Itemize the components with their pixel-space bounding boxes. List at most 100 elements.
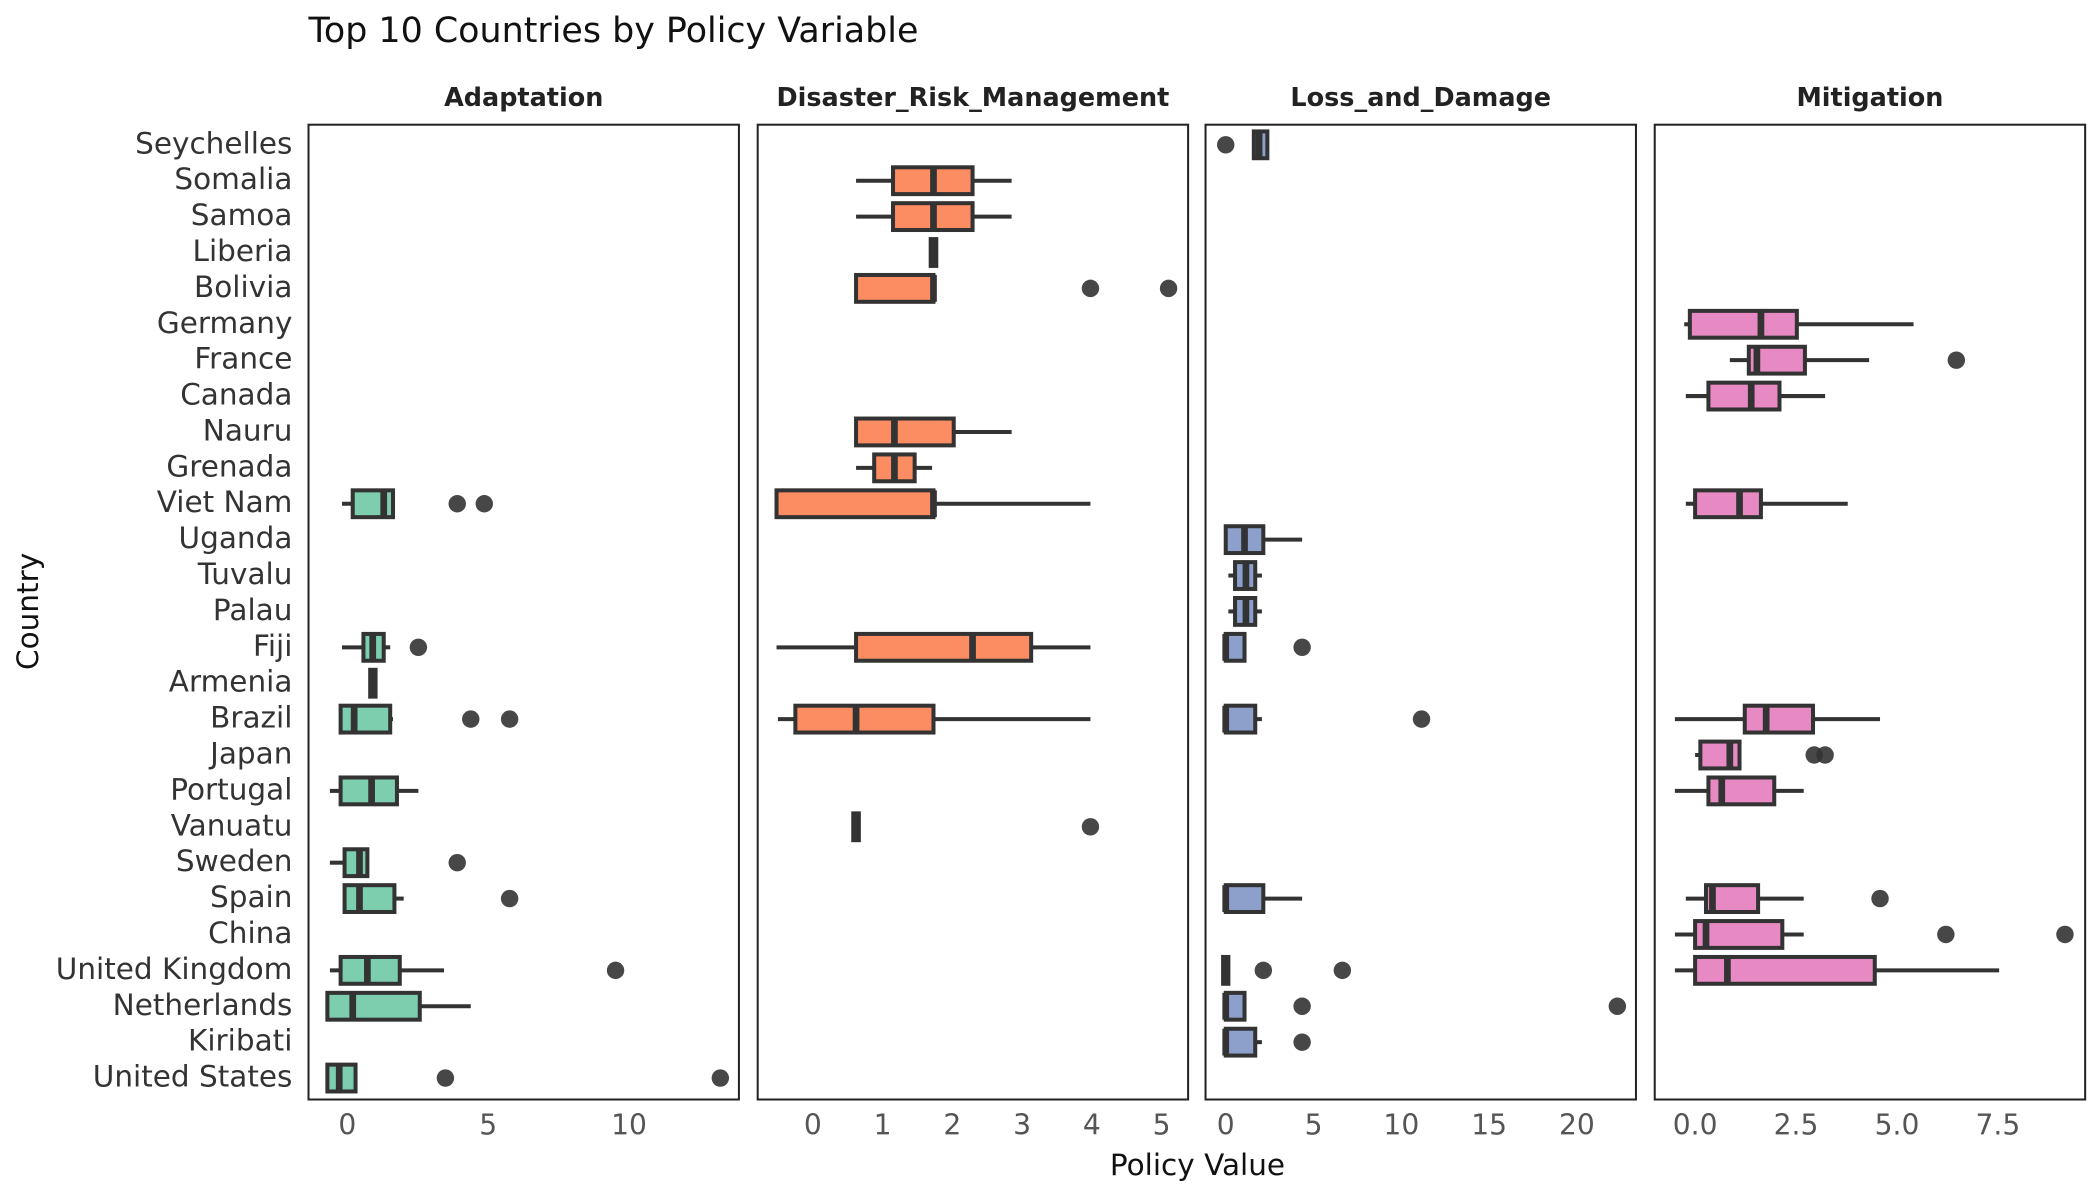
box <box>1742 703 1816 735</box>
x-tick-label: 2.5 <box>1774 1108 1819 1141</box>
y-tick-label: Armenia <box>169 665 293 699</box>
box <box>854 272 936 304</box>
box <box>854 631 1034 663</box>
box <box>325 990 422 1022</box>
outlier <box>1333 961 1352 980</box>
y-tick-label: Grenada <box>166 449 292 483</box>
outlier <box>448 495 466 513</box>
box <box>793 703 936 735</box>
panel-frame <box>307 123 740 1101</box>
outlier <box>409 638 428 657</box>
panel-title: Loss_and_Damage <box>1290 83 1551 113</box>
outlier <box>1217 136 1235 154</box>
panel-title: Mitigation <box>1796 83 1943 113</box>
box <box>1693 488 1763 520</box>
box <box>342 883 397 915</box>
y-tick-label: Portugal <box>170 772 292 806</box>
y-tick-label: Japan <box>208 737 292 771</box>
outlier <box>1608 997 1627 1015</box>
x-tick-label: 7.5 <box>1976 1108 2021 1141</box>
y-tick-label: Liberia <box>193 234 293 268</box>
outlier <box>1293 638 1311 657</box>
outlier <box>436 1069 455 1087</box>
y-tick-label: Spain <box>210 880 292 914</box>
x-tick-label: 4 <box>1083 1108 1101 1141</box>
box <box>774 488 936 520</box>
outlier <box>1871 889 1889 908</box>
panel-frame <box>756 123 1190 1101</box>
outlier <box>1081 818 1100 836</box>
x-tick-label: 0.0 <box>1673 1108 1718 1141</box>
outlier <box>1293 1033 1311 1051</box>
box <box>1693 919 1785 950</box>
outlier <box>2056 925 2074 944</box>
y-tick-label: Samoa <box>191 198 293 232</box>
box <box>1223 703 1258 735</box>
x-tick-label: 10 <box>611 1108 647 1141</box>
x-tick-label: 15 <box>1471 1108 1507 1141</box>
box <box>1687 308 1799 340</box>
x-tick-label: 5.0 <box>1875 1108 1920 1141</box>
y-tick-label: Canada <box>180 378 292 412</box>
x-tick-label: 0 <box>338 1108 356 1141</box>
outlier <box>711 1069 730 1087</box>
box <box>854 416 956 448</box>
y-tick-label: Tuvalu <box>197 557 293 591</box>
y-tick-label: United Kingdom <box>56 952 293 986</box>
y-tick-label: Uganda <box>179 521 293 555</box>
x-tick-label: 5 <box>1305 1108 1323 1141</box>
y-tick-label: Sweden <box>176 844 293 878</box>
box <box>1223 883 1266 915</box>
panel-frame <box>1204 123 1637 1101</box>
y-tick-label: Germany <box>157 306 293 340</box>
x-tick-label: 0 <box>1217 1108 1235 1141</box>
y-tick-label: Nauru <box>203 413 293 447</box>
y-tick-label: Fiji <box>253 629 292 663</box>
x-tick-label: 0 <box>804 1108 822 1141</box>
y-tick-label: Somalia <box>174 162 292 196</box>
panel-frame <box>1653 123 2087 1101</box>
y-tick-label: Vanuatu <box>171 808 293 842</box>
y-tick-label: Kiribati <box>188 1024 292 1058</box>
x-tick-label: 10 <box>1383 1108 1419 1141</box>
box <box>1693 954 1877 986</box>
outlier <box>462 710 480 728</box>
box <box>1706 775 1777 807</box>
x-tick-label: 3 <box>1013 1108 1031 1141</box>
outlier <box>1081 279 1100 298</box>
outlier <box>1816 746 1834 764</box>
outlier <box>1947 351 1966 369</box>
x-axis-title: Policy Value <box>1110 1148 1285 1182</box>
x-tick-label: 20 <box>1559 1108 1595 1141</box>
chart-title: Top 10 Countries by Policy Variable <box>308 11 919 51</box>
box <box>1706 380 1782 412</box>
x-tick-label: 1 <box>874 1108 892 1141</box>
outlier <box>606 961 625 980</box>
outlier <box>475 495 493 513</box>
y-axis-title: Country <box>11 553 45 670</box>
panel-title: Disaster_Risk_Management <box>777 83 1170 113</box>
y-tick-label: Viet Nam <box>157 485 293 519</box>
y-tick-label: Bolivia <box>194 270 292 304</box>
box <box>1223 1026 1258 1058</box>
y-tick-label: China <box>208 916 292 950</box>
box <box>338 703 393 735</box>
outlier <box>1254 961 1273 980</box>
y-tick-label: France <box>194 342 292 376</box>
outlier <box>1937 925 1955 944</box>
outlier <box>1412 710 1431 728</box>
panel-title: Adaptation <box>444 83 603 113</box>
y-tick-label: Netherlands <box>113 988 293 1022</box>
y-tick-label: Brazil <box>210 701 292 735</box>
outlier <box>1159 279 1178 298</box>
x-tick-label: 5 <box>1153 1108 1171 1141</box>
box <box>342 847 370 879</box>
outlier <box>1293 997 1311 1015</box>
y-tick-label: United States <box>93 1060 293 1094</box>
x-tick-label: 5 <box>479 1108 497 1141</box>
box <box>1698 739 1742 771</box>
x-tick-label: 2 <box>943 1108 961 1141</box>
outlier <box>500 889 519 908</box>
